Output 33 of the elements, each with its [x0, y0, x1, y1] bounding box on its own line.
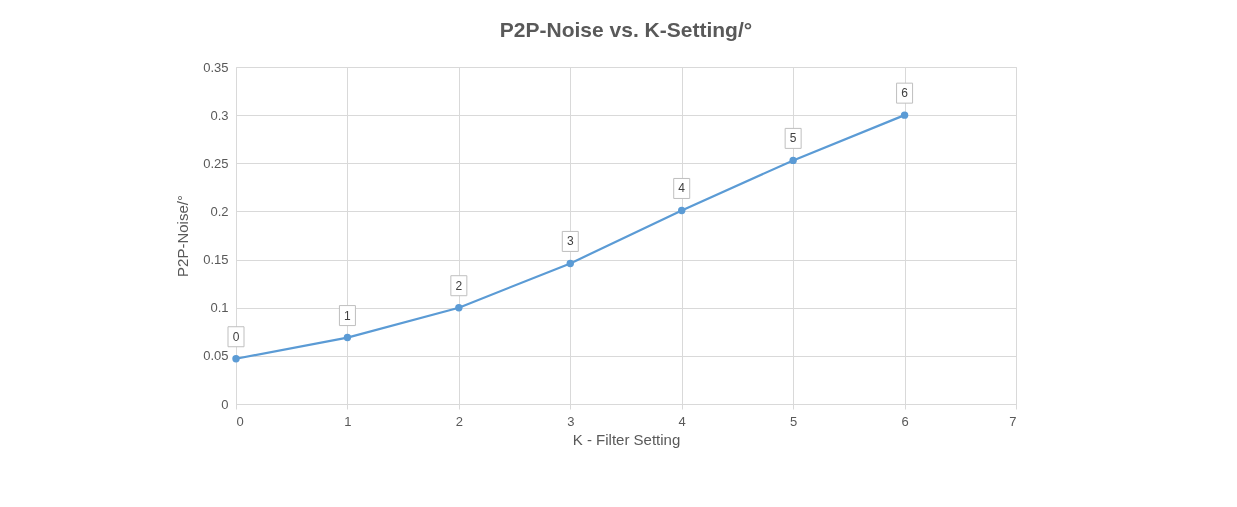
annotation: 6 [901, 86, 909, 101]
x-tick-label: 4 [678, 413, 686, 429]
annotation: 4 [678, 181, 686, 196]
x-tick-label: 2 [455, 413, 463, 429]
y-tick-label: 0.25 [203, 155, 229, 171]
y-tick-label: 0.1 [210, 300, 229, 316]
point [455, 304, 463, 312]
x-tick-label: 0 [236, 413, 244, 429]
annotation: 0 [232, 329, 240, 344]
point [900, 111, 909, 119]
y-tick-label: 0 [221, 396, 229, 412]
x-tick-label: 1 [344, 413, 352, 429]
annotation: 2 [455, 278, 463, 293]
point [343, 333, 352, 342]
y-tick-label: 0.3 [210, 107, 229, 123]
x-tick-label: 5 [790, 413, 798, 429]
point [232, 355, 240, 363]
annotation: 1 [344, 308, 352, 323]
y-tick-label: 0.05 [203, 348, 229, 364]
annotation: 5 [789, 131, 797, 146]
y-tick-label: 0.35 [203, 59, 229, 75]
x-tick-label: 3 [567, 413, 575, 429]
chart-title: P2P-Noise vs. K-Setting/° [499, 18, 753, 41]
point [566, 259, 574, 268]
x-axis-title: K - Filter Setting [572, 430, 681, 448]
annotation: 3 [566, 234, 574, 249]
point [789, 156, 797, 165]
point [678, 206, 686, 215]
y-axis-title: P2P-Noise/° [174, 195, 192, 277]
y-tick-label: 0.15 [203, 252, 229, 268]
x-tick-label: 6 [901, 413, 909, 429]
x-tick-label: 7 [1009, 413, 1017, 429]
y-tick-label: 0.2 [210, 203, 229, 219]
